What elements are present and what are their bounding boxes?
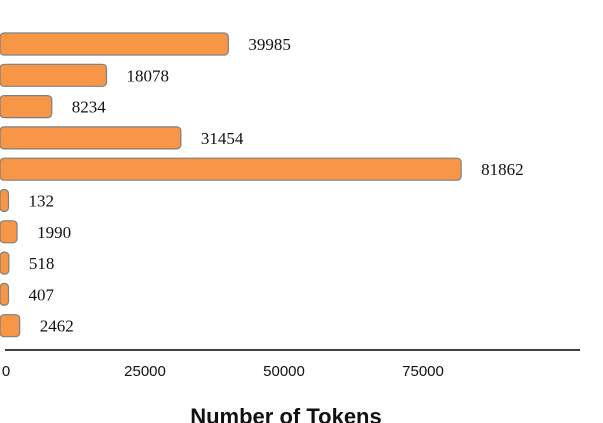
x-tick-label: 50000 — [263, 363, 305, 380]
bar-value-label: 8234 — [72, 98, 107, 117]
bar — [0, 126, 182, 150]
bar — [0, 188, 10, 213]
bar-value-label: 39985 — [248, 35, 290, 54]
bar-value-label: 132 — [29, 192, 55, 211]
bar-value-label: 407 — [29, 285, 55, 304]
bar — [0, 157, 462, 181]
bar — [0, 95, 53, 119]
bar-value-label: 81862 — [481, 160, 524, 179]
bar — [0, 282, 10, 306]
bar-value-label: 31454 — [201, 129, 244, 148]
bar — [0, 220, 18, 244]
x-tick-labels-group: 0 25000 50000 75000 — [2, 363, 444, 380]
x-tick-label: 0 — [2, 363, 10, 380]
x-tick-label: 75000 — [402, 363, 444, 380]
bars-group — [0, 32, 462, 338]
bar-value-label: 1990 — [37, 223, 71, 242]
bar — [0, 314, 21, 338]
bar — [0, 251, 10, 275]
x-tick-label: 25000 — [124, 363, 166, 380]
value-labels-group: 39985 18078 8234 31454 81862 132 1990 518 407 246… — [29, 35, 524, 336]
bar-value-label: 518 — [29, 254, 55, 273]
bar-value-label: 2462 — [40, 317, 74, 336]
bar — [0, 63, 108, 87]
bar — [0, 32, 229, 56]
x-axis-title: Number of Tokens — [190, 404, 382, 423]
bar-value-label: 18078 — [127, 66, 169, 85]
